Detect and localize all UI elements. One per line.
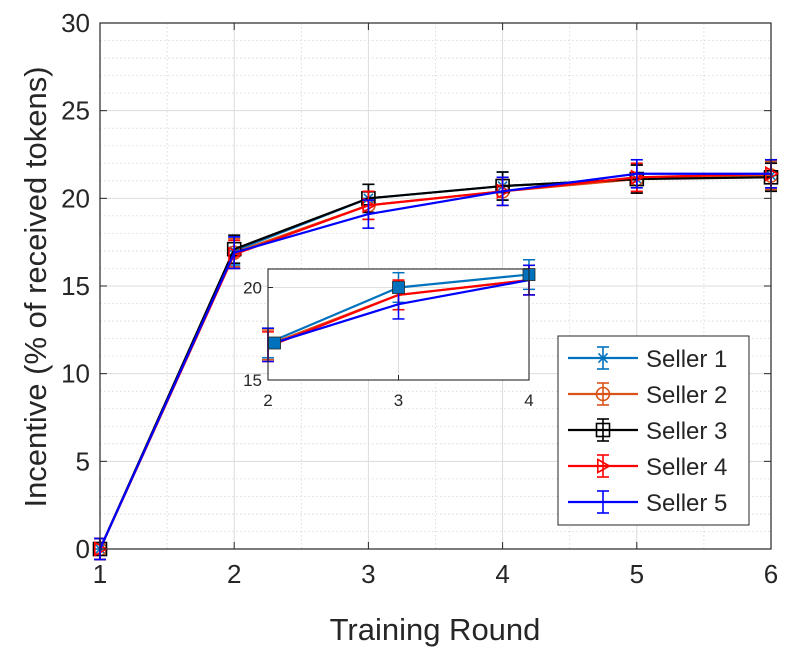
series-line [98, 172, 771, 550]
y-tick-label: 25 [61, 96, 90, 126]
inset-x-tick-label: 3 [394, 391, 403, 410]
main-axes-ticks: 1 2 3 4 5 6 0 5 10 15 20 25 30 [61, 8, 778, 589]
series-line [98, 176, 772, 550]
legend-label: Seller 1 [646, 346, 727, 373]
y-tick-label: 15 [61, 271, 90, 301]
legend-label: Seller 2 [646, 382, 727, 409]
x-tick-label: 1 [93, 559, 107, 589]
triangle-right-marker [596, 458, 612, 474]
inset-series [262, 259, 536, 363]
y-tick-label: 30 [61, 8, 90, 38]
asterisk-marker [596, 352, 610, 364]
inset-x-tick-label: 4 [524, 391, 533, 410]
legend: Seller 1 Seller 2 Seller 3 Seller 4 Seller 5 [557, 335, 750, 526]
legend-label: Seller 3 [646, 418, 727, 445]
main-series [92, 158, 780, 561]
x-tick-label: 2 [227, 559, 241, 589]
filled-square-marker [268, 336, 281, 350]
x-axis-label: Training Round [330, 612, 541, 647]
legend-entry: Seller 1 [568, 346, 727, 373]
square-marker [595, 422, 611, 438]
asterisk-stroke [597, 352, 609, 364]
inset-x-tick-label: 2 [263, 391, 272, 410]
y-tick-label: 0 [76, 534, 90, 564]
legend-entry: Seller 2 [568, 382, 727, 409]
legend-label: Seller 4 [646, 454, 727, 481]
inset-plot: 2 3 4 15 20 [243, 259, 536, 411]
x-tick-label: 5 [630, 559, 644, 589]
legend-label: Seller 5 [646, 490, 727, 517]
inset-y-tick-label: 20 [243, 279, 262, 298]
y-axis-label: Incentive (% of received tokens) [18, 66, 53, 507]
circle-marker [595, 386, 611, 402]
filled-square-marker [392, 281, 405, 294]
x-tick-label: 4 [495, 559, 509, 589]
y-tick-label: 10 [61, 359, 90, 389]
legend-entry: Seller 4 [568, 454, 727, 481]
x-tick-label: 6 [764, 559, 778, 589]
y-tick-label: 20 [61, 183, 90, 213]
y-tick-label: 5 [76, 446, 90, 476]
legend-entry: Seller 3 [568, 418, 727, 445]
inset-y-tick-label: 15 [243, 371, 262, 390]
x-tick-label: 3 [361, 559, 375, 589]
inset-axes-ticks: 2 3 4 15 20 [243, 279, 534, 411]
legend-entry: Seller 5 [568, 490, 727, 517]
